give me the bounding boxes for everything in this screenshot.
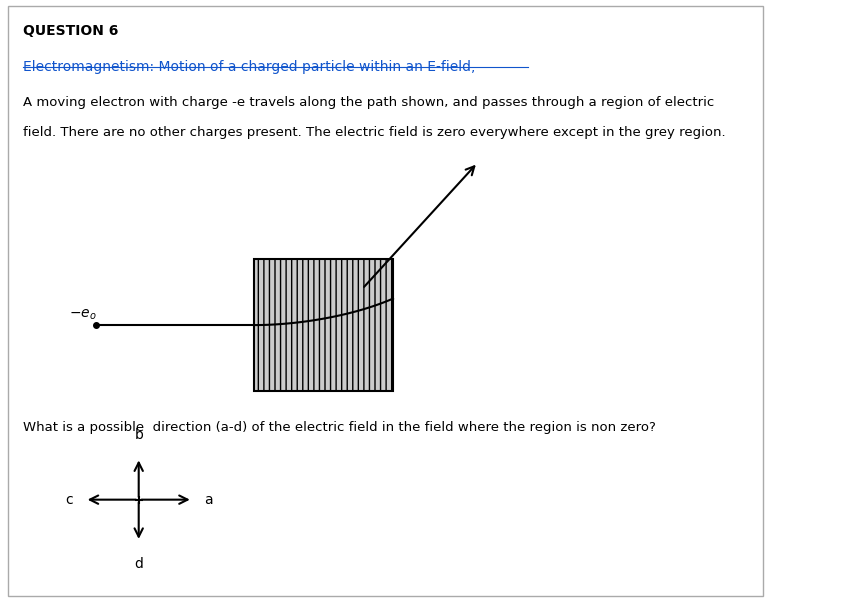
Text: $-e_o$: $-e_o$ xyxy=(69,308,97,322)
Text: What is a possible  direction (a-d) of the electric field in the field where the: What is a possible direction (a-d) of th… xyxy=(23,421,656,435)
Text: d: d xyxy=(135,557,143,571)
Text: field. There are no other charges present. The electric field is zero everywhere: field. There are no other charges presen… xyxy=(23,126,726,140)
Text: c: c xyxy=(66,492,73,507)
Text: QUESTION 6: QUESTION 6 xyxy=(23,24,119,38)
Text: b: b xyxy=(135,429,143,442)
Text: Electromagnetism: Motion of a charged particle within an E-field,: Electromagnetism: Motion of a charged pa… xyxy=(23,60,475,74)
Bar xyxy=(254,259,393,391)
Text: a: a xyxy=(204,492,213,507)
Text: A moving electron with charge -e travels along the path shown, and passes throug: A moving electron with charge -e travels… xyxy=(23,96,714,110)
